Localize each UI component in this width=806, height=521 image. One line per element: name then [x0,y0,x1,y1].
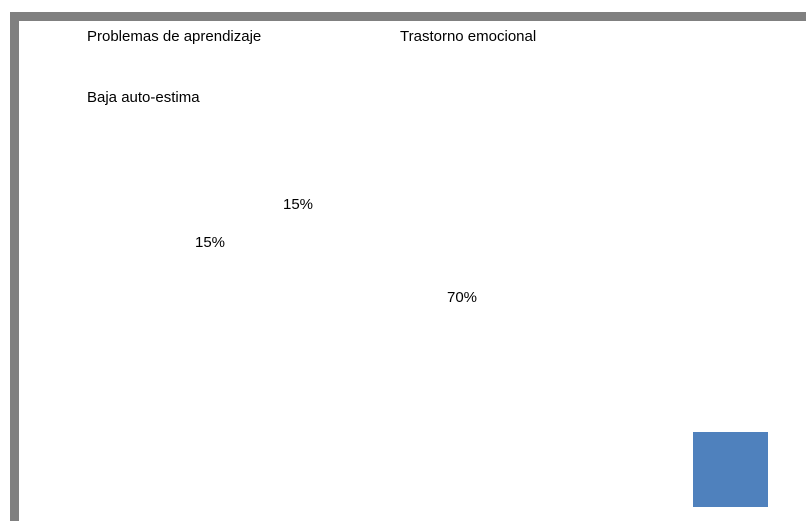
legend-entry: Baja auto-estima [87,89,200,106]
frame-left [10,12,19,521]
legend-entry: Problemas de aprendizaje [87,28,261,45]
data-label: 70% [447,289,477,306]
data-label: 15% [283,196,313,213]
data-label: 15% [195,234,225,251]
plot-placeholder [693,432,768,507]
frame-top [10,12,806,21]
legend-entry: Trastorno emocional [400,28,536,45]
